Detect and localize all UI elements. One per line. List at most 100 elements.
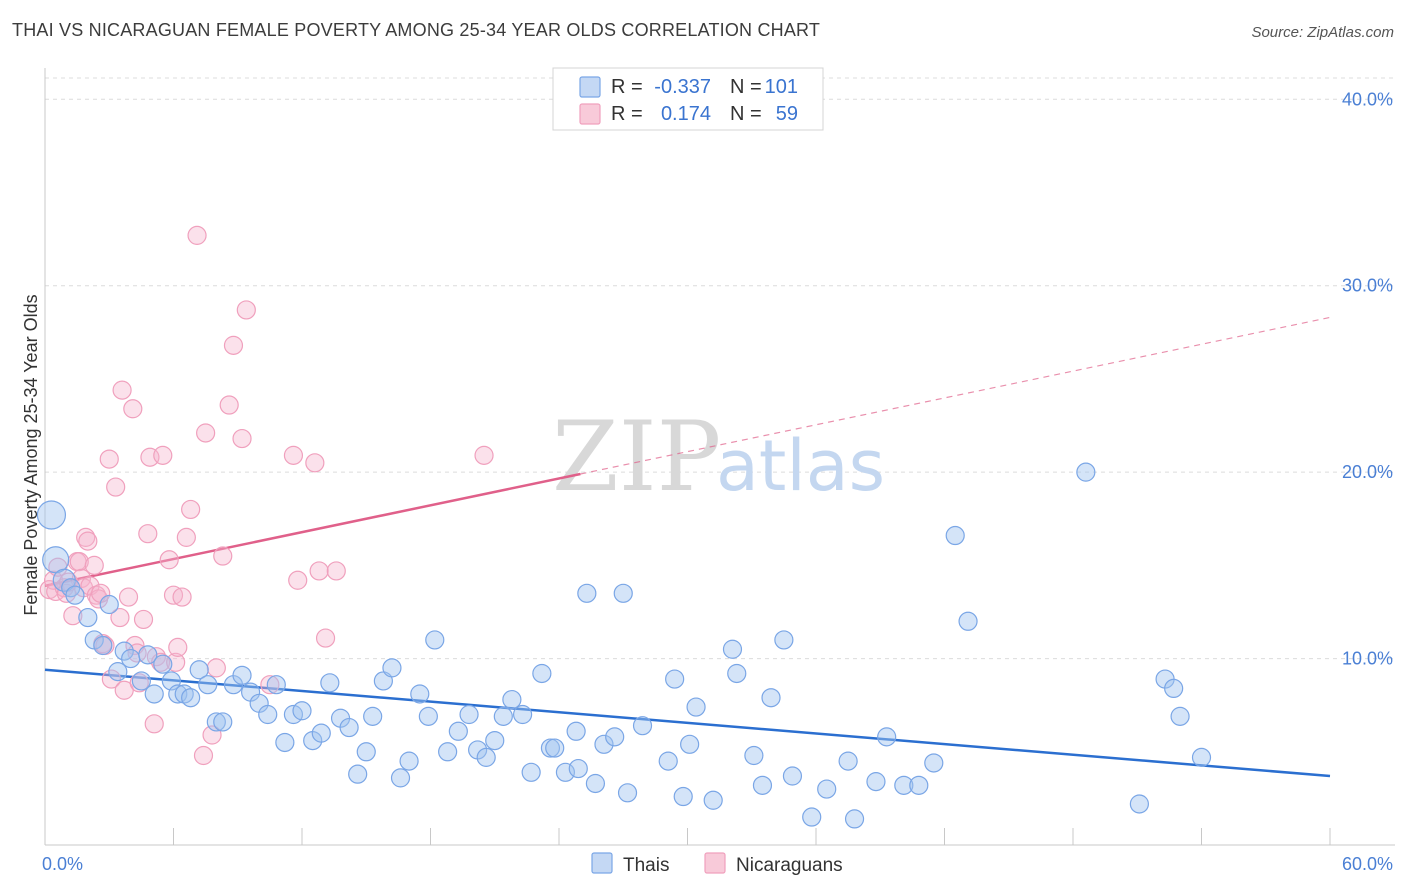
thais-point	[138, 645, 158, 665]
nicaraguans-point	[196, 423, 216, 443]
thais-point	[36, 500, 67, 530]
thais-point	[761, 688, 781, 708]
thais-point	[292, 701, 312, 721]
x-tick-labels: 0.0% 60.0%	[42, 854, 1393, 874]
nicaraguans-point	[153, 445, 173, 465]
thais-point	[545, 738, 565, 758]
nicaraguans-point	[213, 546, 233, 566]
thais-point	[673, 786, 693, 807]
y-tick-label: 30.0%	[1342, 276, 1393, 296]
thais-point	[206, 712, 226, 732]
legend-r-label-1: R =	[611, 76, 643, 98]
nicaraguans-point	[260, 675, 280, 695]
nicaraguans-point	[181, 499, 201, 520]
bottom-legend: Thais Nicaraguans	[591, 852, 843, 876]
thais-point	[774, 630, 794, 650]
watermark-zip: ZIP	[552, 401, 721, 513]
nicaraguans-point	[223, 335, 244, 355]
trend-lines	[44, 316, 1331, 778]
thais-point	[198, 675, 218, 695]
thais-point	[703, 790, 723, 810]
legend-n-label-2: N =	[730, 103, 762, 125]
nicaraguans-point	[123, 399, 143, 419]
legend-r-label-2: R =	[611, 103, 643, 125]
thais-trend-line	[44, 668, 1331, 778]
nicaraguans-point	[118, 587, 139, 607]
thais-point	[909, 775, 929, 795]
thais-point	[1164, 678, 1184, 699]
thais-point	[555, 762, 576, 782]
legend-r-value-2: 0.174	[661, 103, 711, 125]
y-tick-label: 10.0%	[1342, 649, 1393, 669]
nicaraguans-point	[78, 531, 98, 551]
nicaraguans-point	[288, 570, 308, 590]
thais-point	[613, 583, 633, 603]
nicaraguans-point	[326, 561, 346, 581]
nicaraguans-point	[176, 527, 196, 547]
nicaraguans-point	[144, 714, 164, 734]
thais-point	[348, 764, 368, 784]
nicaraguans-point	[219, 395, 239, 415]
nicaraguans-point	[99, 449, 119, 469]
thais-point	[632, 716, 653, 736]
nicaraguans-point	[168, 637, 188, 657]
bottom-legend-nicaraguans: Nicaraguans	[736, 855, 843, 876]
thais-point	[448, 721, 468, 741]
thais-point	[181, 688, 201, 708]
thais-point	[1170, 706, 1190, 726]
legend-box: R = -0.337 N = 101 R = 0.174 N = 59	[552, 67, 824, 131]
nicaraguans-point	[283, 445, 304, 465]
legend-n-value-1: 101	[765, 76, 798, 98]
nicaraguans-trend-line	[44, 472, 581, 588]
thais-point	[131, 671, 151, 691]
thais-point	[189, 660, 209, 680]
nicaraguans-point	[110, 607, 130, 628]
thais-point	[605, 727, 625, 747]
x-tick-label: 0.0%	[42, 854, 83, 874]
thais-point	[838, 751, 858, 771]
nicaraguans-point	[187, 225, 207, 245]
nicaraguans-point	[232, 428, 252, 449]
thais-point	[877, 727, 897, 747]
thais-point	[617, 783, 638, 803]
nicaraguans-point	[159, 550, 179, 570]
thais-point	[866, 772, 886, 792]
nicaraguans-point	[101, 669, 121, 689]
thais-point	[752, 775, 773, 795]
nicaraguans-point	[69, 552, 89, 572]
thais-point	[78, 607, 98, 628]
thais-point	[658, 751, 678, 771]
thais-point	[418, 706, 438, 726]
thais-point	[485, 730, 505, 751]
thais-point	[266, 675, 286, 695]
source-label: Source: ZipAtlas.com	[1251, 24, 1394, 41]
thais-point	[493, 706, 513, 726]
thais-point	[438, 742, 458, 762]
bottom-legend-swatch-nicaraguans	[704, 852, 726, 874]
thais-point	[958, 611, 978, 631]
thais-point	[121, 648, 141, 669]
legend-swatch-nicaraguans	[579, 103, 601, 125]
thais-point	[363, 706, 383, 726]
nicaraguans-point	[138, 524, 158, 544]
nicaraguans-point	[305, 453, 325, 473]
thais-point	[680, 734, 700, 754]
thais-point	[459, 704, 479, 725]
thais-point	[568, 758, 588, 779]
thais-point	[410, 684, 430, 704]
nicaraguans-point	[236, 300, 256, 320]
thais-point	[727, 663, 747, 684]
y-tick-label: 20.0%	[1342, 462, 1393, 482]
nicaraguans-trend-extension	[580, 316, 1331, 475]
thais-point	[153, 654, 173, 674]
thais-point	[817, 779, 837, 799]
thais-point	[532, 663, 552, 684]
thais-point	[93, 635, 113, 656]
watermark: ZIP atlas	[552, 401, 885, 513]
thais-point	[1191, 747, 1212, 767]
chart-title: THAI VS NICARAGUAN FEMALE POVERTY AMONG …	[12, 20, 821, 40]
thais-point	[65, 585, 85, 605]
y-axis-label: Female Poverty Among 25-34 Year Olds	[21, 294, 41, 615]
thais-point	[894, 775, 914, 795]
